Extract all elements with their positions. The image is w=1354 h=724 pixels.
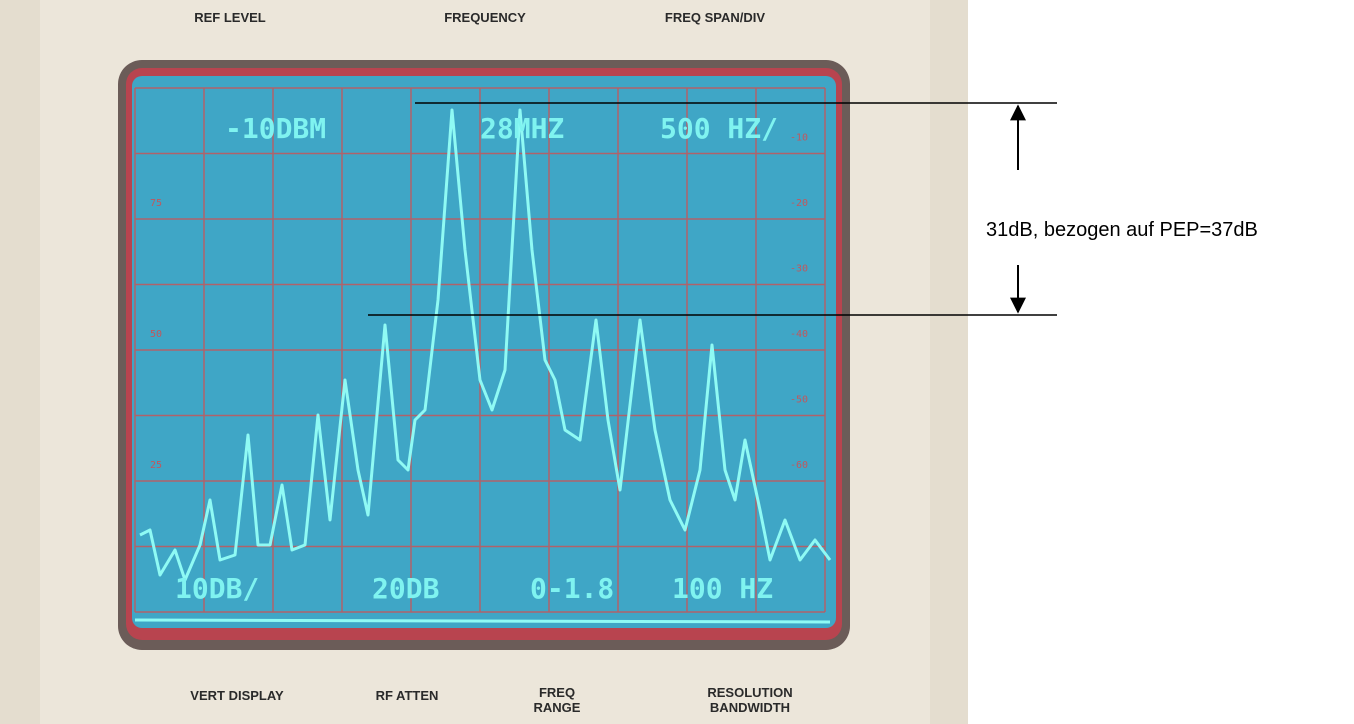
device-label: BANDWIDTH (710, 700, 790, 715)
device-label: RESOLUTION (707, 685, 792, 700)
device-label: REF LEVEL (194, 10, 266, 25)
screen-readout: 100 HZ (672, 572, 773, 605)
device-label: RANGE (534, 700, 581, 715)
scale-label: -40 (790, 329, 808, 340)
scale-label: -50 (790, 394, 808, 405)
page: REF LEVEL FREQUENCY FREQ SPAN/DIV -10DBM… (0, 0, 1354, 724)
device-label: FREQ (539, 685, 575, 700)
device-label: VERT DISPLAY (190, 688, 284, 703)
scale-label: -10 (790, 132, 808, 143)
device-label: FREQ SPAN/DIV (665, 10, 765, 25)
baseline-trace (135, 620, 830, 622)
scale-label: -30 (790, 263, 808, 274)
screen-readout: -10DBM (225, 112, 326, 145)
scale-label: -60 (790, 460, 808, 471)
screen-readout: 20DB (372, 572, 439, 605)
screen-readout: 28MHZ (480, 112, 564, 145)
device-label: FREQUENCY (444, 10, 526, 25)
screen-readout: 500 HZ/ (660, 112, 778, 145)
screen-readout: 10DB/ (175, 572, 259, 605)
scale-label: 50 (150, 329, 162, 340)
device-label: RF ATTEN (376, 688, 439, 703)
annotation: 31dB, bezogen auf PEP=37dB (986, 219, 1258, 241)
scale-label: 75 (150, 198, 162, 209)
screen (132, 76, 836, 628)
scale-label: -20 (790, 198, 808, 209)
scale-label: 25 (150, 460, 162, 471)
screen-readout: 0-1.8 (530, 572, 614, 605)
